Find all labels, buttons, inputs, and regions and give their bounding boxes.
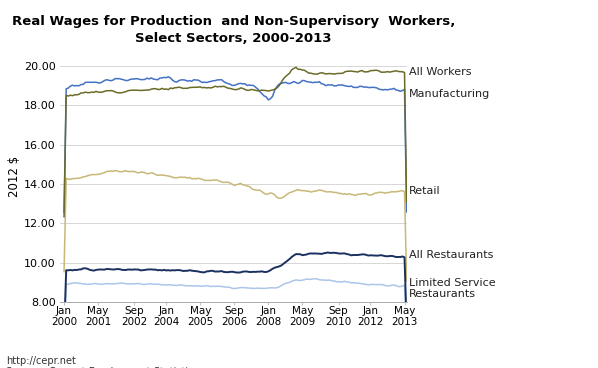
Text: All Restaurants: All Restaurants bbox=[409, 251, 494, 261]
Text: Limited Service
Restaurants: Limited Service Restaurants bbox=[409, 277, 496, 299]
Text: Retail: Retail bbox=[409, 186, 441, 196]
Title: Real Wages for Production  and Non-Supervisory  Workers,
Select Sectors, 2000-20: Real Wages for Production and Non-Superv… bbox=[11, 15, 455, 45]
Y-axis label: 2012 $: 2012 $ bbox=[8, 156, 21, 197]
Text: Source:  Current Employment Statistics survey: Source: Current Employment Statistics su… bbox=[6, 367, 234, 368]
Text: http://cepr.net: http://cepr.net bbox=[6, 356, 76, 366]
Text: Manufacturing: Manufacturing bbox=[409, 89, 490, 99]
Text: All Workers: All Workers bbox=[409, 67, 472, 77]
